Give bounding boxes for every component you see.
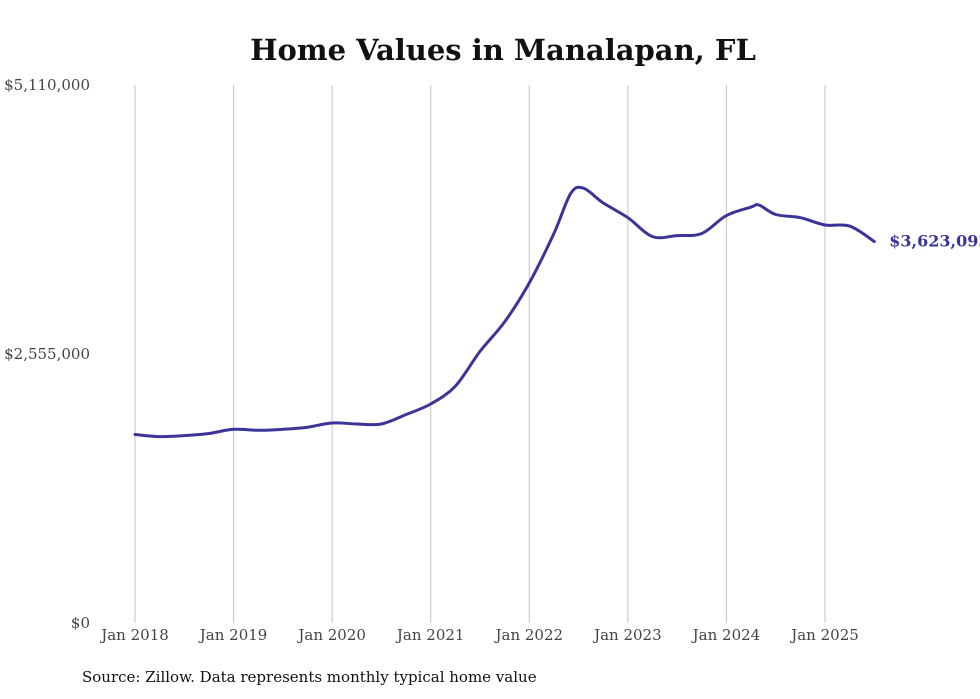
series-group: $3,623,093 bbox=[133, 185, 980, 439]
x-tick-label: Jan 2022 bbox=[494, 626, 564, 644]
y-tick-label: $0 bbox=[71, 614, 90, 632]
y-tick-label: $5,110,000 bbox=[4, 76, 90, 94]
x-tick-label: Jan 2020 bbox=[296, 626, 366, 644]
y-axis: $0 $2,555,000 $5,110,000 bbox=[4, 76, 90, 632]
y-tick-label: $2,555,000 bbox=[4, 345, 90, 363]
x-tick-label: Jan 2018 bbox=[99, 626, 169, 644]
end-value-label: $3,623,093 bbox=[889, 232, 980, 251]
series-line bbox=[133, 185, 876, 439]
source-note: Source: Zillow. Data represents monthly … bbox=[82, 668, 537, 686]
x-tick-label: Jan 2023 bbox=[592, 626, 662, 644]
x-tick-label: Jan 2021 bbox=[395, 626, 465, 644]
x-tick-label: Jan 2025 bbox=[789, 626, 859, 644]
chart-title: Home Values in Manalapan, FL bbox=[250, 33, 756, 67]
x-axis: Jan 2018 Jan 2019 Jan 2020 Jan 2021 Jan 2022… bbox=[99, 626, 859, 644]
x-tick-label: Jan 2024 bbox=[691, 626, 761, 644]
gridlines bbox=[134, 85, 826, 623]
x-tick-label: Jan 2019 bbox=[198, 626, 268, 644]
